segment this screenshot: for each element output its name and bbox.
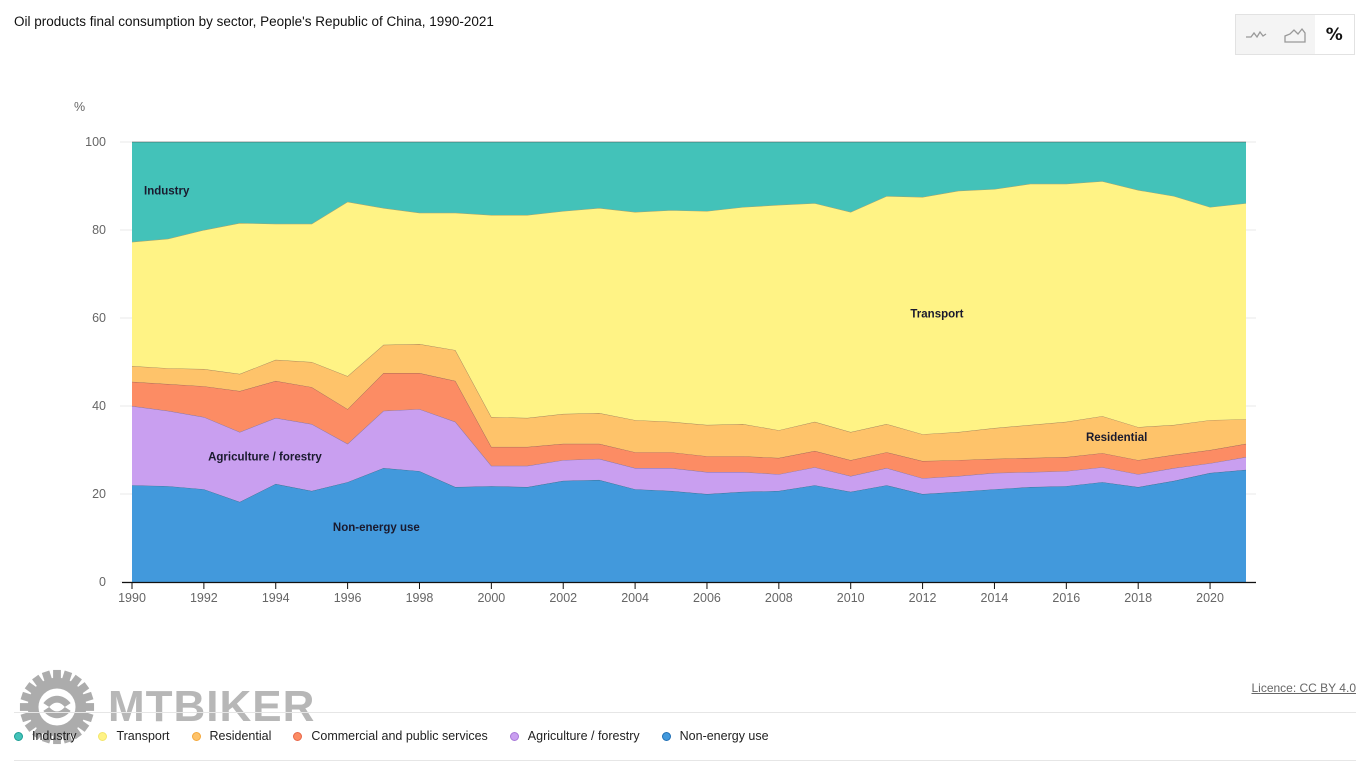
- area-label-industry: Industry: [144, 185, 190, 197]
- area-residential[interactable]: [132, 344, 1246, 461]
- line-chart-view-button[interactable]: [1236, 15, 1275, 54]
- gear-tooth: [81, 691, 94, 703]
- x-tick-label: 2002: [549, 591, 577, 605]
- legend-swatch-icon: [98, 731, 108, 741]
- y-axis-unit-label: %: [74, 100, 85, 114]
- area-agriculture-forestry[interactable]: [132, 406, 1246, 502]
- y-tick-label: 100: [85, 135, 106, 149]
- gear-tooth: [24, 682, 38, 695]
- x-tick-label: 2018: [1124, 591, 1152, 605]
- y-tick-label: 80: [92, 223, 106, 237]
- x-tick-label: 2004: [621, 591, 649, 605]
- legend-swatch-icon: [293, 731, 303, 741]
- x-tick-label: 1992: [190, 591, 218, 605]
- area-layers: [131, 141, 1247, 582]
- stacked-area-chart: 0 20 40 60 80 100% 1990 1992 1994 1996 1998 2000 200…: [74, 100, 1256, 605]
- x-tick-label: 2016: [1052, 591, 1080, 605]
- x-tick-label: 1998: [406, 591, 434, 605]
- area-transport[interactable]: [132, 181, 1246, 435]
- legend-swatch-icon: [509, 731, 519, 741]
- licence-link[interactable]: Licence: CC BY 4.0: [1251, 681, 1356, 695]
- legend-item-industry[interactable]: Industry: [14, 729, 76, 743]
- x-tick-label: 1996: [334, 591, 362, 605]
- chart-title: Oil products final consumption by sector…: [14, 14, 494, 29]
- legend-label: Agriculture / forestry: [527, 729, 640, 743]
- legend-label: Transport: [116, 729, 170, 743]
- y-tick-label: 60: [92, 311, 106, 325]
- gear-tooth: [69, 674, 82, 688]
- axes: 0 20 40 60 80 100% 1990 1992 1994 1996 1998 2000 200…: [74, 100, 1256, 605]
- gear-tooth: [81, 711, 94, 723]
- legend-item-residential[interactable]: Residential: [191, 729, 272, 743]
- legend-label: Industry: [32, 729, 77, 743]
- x-tick-label: 2000: [477, 591, 505, 605]
- line-chart-icon: [1245, 30, 1267, 38]
- y-tick-label: 40: [92, 399, 106, 413]
- legend-item-agriculture-forestry[interactable]: Agriculture / forestry: [509, 729, 640, 743]
- y-tick-label: 20: [92, 487, 106, 501]
- gear-tooth: [41, 670, 53, 683]
- chart-legend: Industry Transport Residential Commercial a…: [14, 729, 769, 743]
- gear-tooth: [32, 674, 45, 688]
- gear-tooth: [20, 711, 33, 723]
- watermark-text: MTBIKER: [108, 682, 316, 731]
- legend-label: Residential: [209, 729, 272, 743]
- gear-tooth: [20, 691, 33, 703]
- legend-swatch-icon: [191, 731, 201, 741]
- legend-swatch-icon: [661, 731, 671, 741]
- x-tick-label: 2012: [909, 591, 937, 605]
- x-tick-label: 1994: [262, 591, 290, 605]
- x-tick-label: 2010: [837, 591, 865, 605]
- area-non-energy-use[interactable]: [132, 468, 1246, 582]
- area-chart-view-button[interactable]: [1275, 15, 1314, 54]
- percent-view-button[interactable]: %: [1314, 15, 1354, 54]
- legend-label: Non-energy use: [679, 729, 769, 743]
- area-commercial-and-public-services[interactable]: [132, 373, 1246, 479]
- gear-tooth: [61, 670, 73, 683]
- gear-tooth: [19, 703, 30, 711]
- percent-icon: %: [1325, 24, 1343, 45]
- area-label-transport: Transport: [910, 309, 963, 321]
- legend-label: Commercial and public services: [311, 729, 488, 743]
- y-tick-label: 0: [99, 575, 106, 589]
- legend-item-commercial-and-public-services[interactable]: Commercial and public services: [293, 729, 488, 743]
- area-label-agriculture-forestry: Agriculture / forestry: [208, 452, 322, 464]
- area-label-non-energy-use: Non-energy use: [333, 522, 420, 534]
- area-edge-residential: [131, 343, 1247, 435]
- legend-swatch-icon: [14, 731, 23, 741]
- x-tick-label: 1990: [118, 591, 146, 605]
- area-label-residential: Residential: [1086, 432, 1147, 444]
- legend-item-transport[interactable]: Transport: [98, 729, 170, 743]
- area-chart-icon: [1284, 27, 1306, 43]
- x-tick-label: 2014: [981, 591, 1009, 605]
- x-tick-label: 2008: [765, 591, 793, 605]
- gear-tooth: [53, 669, 61, 680]
- x-tick-label: 2020: [1196, 591, 1224, 605]
- gear-tooth: [76, 682, 90, 695]
- legend-item-non-energy-use[interactable]: Non-energy use: [661, 729, 769, 743]
- chart-view-toggle: %: [1235, 14, 1355, 55]
- legend-bottom-divider: [14, 760, 1356, 761]
- gear-tooth: [84, 703, 95, 711]
- legend-top-divider: [14, 712, 1356, 713]
- area-industry[interactable]: [132, 142, 1246, 242]
- area-labels: Industry Transport Residential Agriculture …: [144, 185, 1147, 534]
- x-tick-label: 2006: [693, 591, 721, 605]
